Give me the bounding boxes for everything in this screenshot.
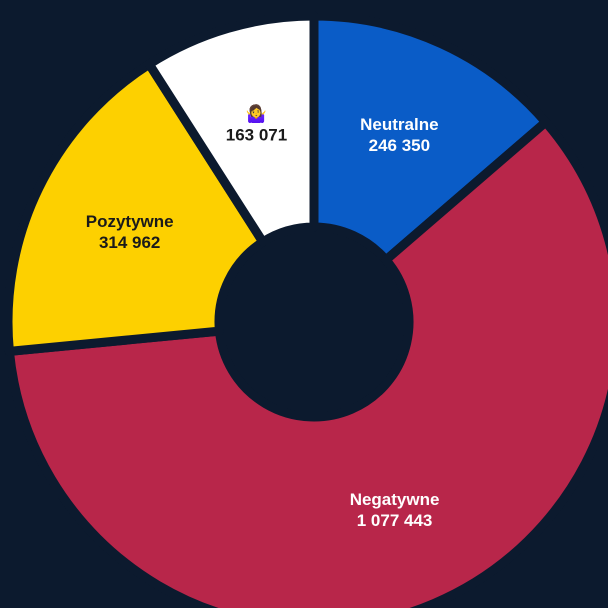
slice	[4, 117, 608, 608]
slice-category: 🤷‍♀️	[246, 103, 267, 124]
slice-value: 1 077 443	[357, 511, 433, 530]
slice-category: Negatywne	[350, 490, 440, 509]
slice	[144, 11, 319, 247]
slice-value: 163 071	[226, 126, 287, 145]
slice-category: Pozytywne	[86, 212, 174, 231]
slice-value: 246 350	[369, 136, 430, 155]
slice	[3, 59, 268, 356]
slice-category: Neutralne	[360, 115, 438, 134]
labels: Neutralne 246 350 Negatywne 1 077 443 Pozyty…	[86, 103, 440, 530]
slices	[3, 11, 608, 608]
slice	[309, 11, 551, 265]
slice-value: 314 962	[99, 233, 160, 252]
